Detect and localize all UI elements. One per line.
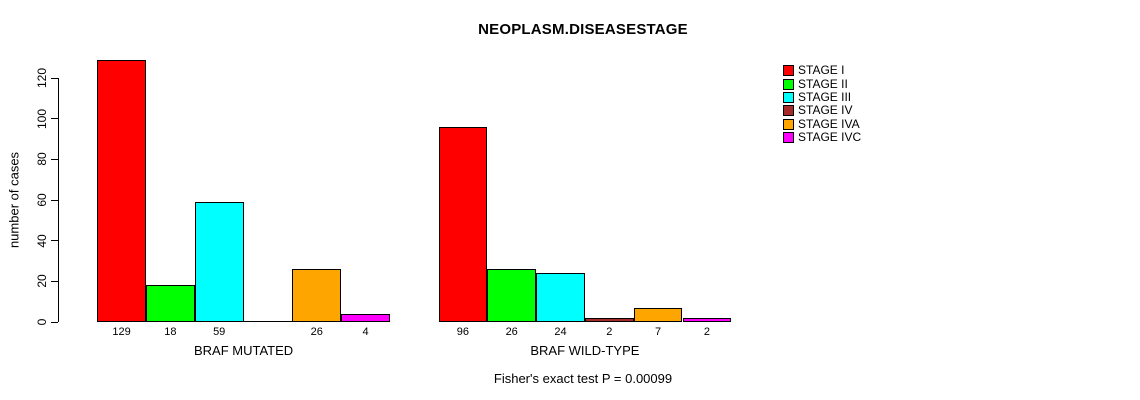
legend: STAGE I STAGE II STAGE III STAGE IV STAGE IV… xyxy=(783,64,861,144)
bar-zero-line xyxy=(243,321,293,322)
legend-swatch xyxy=(783,105,794,117)
bar-stage-iva xyxy=(292,269,342,322)
legend-label: STAGE III xyxy=(798,89,852,104)
bar-count-label: 7 xyxy=(655,326,662,338)
bar-count-label: 4 xyxy=(362,326,369,338)
bar-count-label: 2 xyxy=(606,326,613,338)
y-tick-label: 120 xyxy=(35,67,49,89)
y-tick-mark xyxy=(51,77,58,79)
y-tick-label: 60 xyxy=(35,193,49,207)
legend-swatch xyxy=(783,65,794,77)
bar-stage-i xyxy=(97,59,146,322)
bar-count-label: 26 xyxy=(310,326,323,338)
legend-label: STAGE I xyxy=(798,63,845,78)
y-tick-mark xyxy=(51,199,58,201)
y-tick-label: 0 xyxy=(35,318,49,326)
bar-stage-ivc xyxy=(682,317,732,322)
y-axis-spine xyxy=(58,78,59,322)
y-tick-label: 80 xyxy=(35,152,49,167)
legend-swatch xyxy=(783,91,794,103)
legend-label: STAGE IVA xyxy=(798,116,860,131)
chart-title: NEOPLASM.DISEASESTAGE xyxy=(478,21,688,38)
bar-stage-i xyxy=(438,126,488,322)
bar-count-label: 18 xyxy=(164,326,177,338)
legend-item: STAGE I xyxy=(783,64,861,77)
bar-count-label: 59 xyxy=(213,326,226,338)
y-tick-label: 20 xyxy=(35,274,49,289)
legend-swatch xyxy=(783,132,794,144)
y-tick-label: 100 xyxy=(35,108,49,129)
y-axis-label: number of cases xyxy=(6,151,22,249)
legend-item: STAGE IVC xyxy=(783,131,861,144)
group-label-braf-wild-type: BRAF WILD-TYPE xyxy=(530,343,640,358)
bar-count-label: 96 xyxy=(456,326,470,338)
y-tick-mark xyxy=(51,158,58,160)
legend-swatch xyxy=(783,78,794,90)
bar-stage-iva xyxy=(633,307,683,322)
legend-item: STAGE IVA xyxy=(783,116,861,131)
y-tick-label: 40 xyxy=(35,233,49,248)
legend-label: STAGE IV xyxy=(798,103,853,118)
bar-stage-ivc xyxy=(341,313,390,322)
y-tick-mark xyxy=(51,280,58,282)
legend-label: STAGE II xyxy=(798,76,848,91)
bar-count-label: 129 xyxy=(112,326,131,338)
legend-item: STAGE IV xyxy=(783,104,861,117)
bar-count-label: 2 xyxy=(703,326,710,338)
bar-stage-iv xyxy=(584,317,634,322)
stat-test-caption: Fisher's exact test P = 0.00099 xyxy=(493,371,673,386)
bar-stage-ii xyxy=(487,269,537,322)
legend-swatch xyxy=(783,118,794,130)
y-tick-mark xyxy=(51,118,58,120)
bar-stage-iii xyxy=(536,273,585,322)
bar-count-label: 24 xyxy=(554,326,567,338)
bar-stage-ii xyxy=(146,285,195,322)
bar-stage-iii xyxy=(194,202,244,322)
bar-count-label: 26 xyxy=(505,326,518,338)
y-tick-mark xyxy=(51,321,58,323)
legend-item: STAGE II xyxy=(783,77,861,90)
y-tick-mark xyxy=(51,240,58,242)
legend-item: STAGE III xyxy=(783,89,861,104)
group-label-braf-mutated: BRAF MUTATED xyxy=(193,343,294,358)
legend-label: STAGE IVC xyxy=(798,130,862,145)
